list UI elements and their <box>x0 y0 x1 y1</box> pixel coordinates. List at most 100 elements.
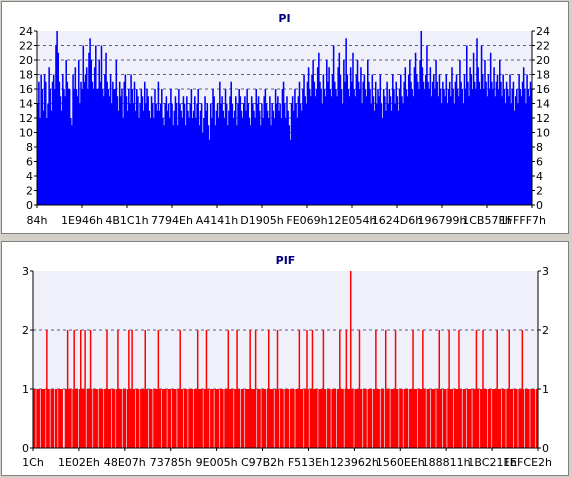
bar <box>460 389 462 448</box>
bar <box>402 103 404 205</box>
y-tick-label-left: 2 <box>26 185 33 198</box>
bar <box>326 60 328 205</box>
bar <box>458 96 460 205</box>
y-tick-label-left: 20 <box>19 54 33 67</box>
bar <box>116 96 119 205</box>
x-tick-label: 1E946h <box>61 214 103 227</box>
bar <box>170 89 172 205</box>
bar <box>493 389 495 448</box>
bar <box>276 330 279 448</box>
bar <box>476 389 479 448</box>
bar <box>87 389 90 448</box>
y-tick-label-right: 22 <box>536 40 550 53</box>
bar <box>198 125 201 205</box>
y-tick-label-right: 16 <box>536 83 550 96</box>
bar <box>518 389 520 448</box>
bar <box>107 89 110 205</box>
bar <box>526 74 528 205</box>
bar <box>342 389 344 448</box>
bar <box>379 74 382 205</box>
bar <box>82 389 84 448</box>
bar <box>370 389 373 448</box>
bar <box>496 74 499 205</box>
bar <box>228 389 231 448</box>
y-tick-label-left: 0 <box>22 442 29 455</box>
bar <box>430 96 433 205</box>
bar <box>382 389 385 448</box>
bar <box>151 103 154 205</box>
bar <box>337 67 339 205</box>
bar <box>393 89 395 205</box>
bar <box>513 110 516 205</box>
bar <box>270 125 272 205</box>
bar <box>223 118 226 205</box>
bar <box>72 389 74 448</box>
bar <box>340 89 343 205</box>
bar <box>473 81 476 205</box>
x-tick-label: 73785h <box>150 456 192 469</box>
bar <box>138 118 140 205</box>
bar <box>500 81 502 205</box>
bar <box>482 330 484 448</box>
bar <box>210 389 212 448</box>
bar <box>495 389 497 448</box>
bar <box>469 389 471 448</box>
bar <box>481 389 483 448</box>
bar <box>148 110 151 205</box>
bar <box>99 389 102 448</box>
bar <box>201 389 203 448</box>
bar <box>82 45 85 205</box>
bar <box>524 89 526 205</box>
bar <box>174 96 177 205</box>
bar <box>323 389 326 448</box>
bar <box>114 89 116 205</box>
bar <box>431 389 434 448</box>
bar <box>318 389 320 448</box>
bar <box>58 81 61 205</box>
bar <box>42 110 45 205</box>
bar <box>221 389 223 448</box>
bar <box>123 389 126 448</box>
bar <box>115 60 118 205</box>
bar <box>458 330 460 448</box>
bar <box>253 389 256 448</box>
x-tick-label: 1CB57Fh <box>462 214 512 227</box>
bar <box>525 389 528 448</box>
bar <box>200 103 203 205</box>
bar <box>108 389 110 448</box>
bar <box>85 67 88 205</box>
bar <box>293 110 295 205</box>
bar <box>360 67 362 205</box>
bar <box>104 389 106 448</box>
bar <box>248 389 250 448</box>
bar <box>280 118 283 205</box>
y-tick-label-right: 24 <box>536 25 550 38</box>
bar <box>463 389 466 448</box>
bar <box>436 81 438 205</box>
bar <box>120 389 122 448</box>
bar <box>75 89 78 205</box>
bar <box>98 389 101 448</box>
bar <box>66 81 69 205</box>
bar <box>282 389 284 448</box>
bar <box>164 103 166 205</box>
bar <box>390 389 392 448</box>
bar <box>475 330 478 448</box>
bar <box>283 103 286 205</box>
y-tick-label-left: 4 <box>26 170 33 183</box>
bar <box>188 389 190 448</box>
bar <box>392 74 394 205</box>
bar <box>352 389 354 448</box>
bar <box>515 389 517 448</box>
bar <box>363 74 366 205</box>
bar <box>475 89 477 205</box>
bar <box>244 96 246 205</box>
bar <box>65 389 68 448</box>
bar <box>488 389 491 448</box>
bar <box>165 389 167 448</box>
bar <box>284 389 286 448</box>
bar <box>316 389 318 448</box>
bar <box>312 60 314 205</box>
bar <box>528 389 530 448</box>
bar <box>266 389 269 448</box>
